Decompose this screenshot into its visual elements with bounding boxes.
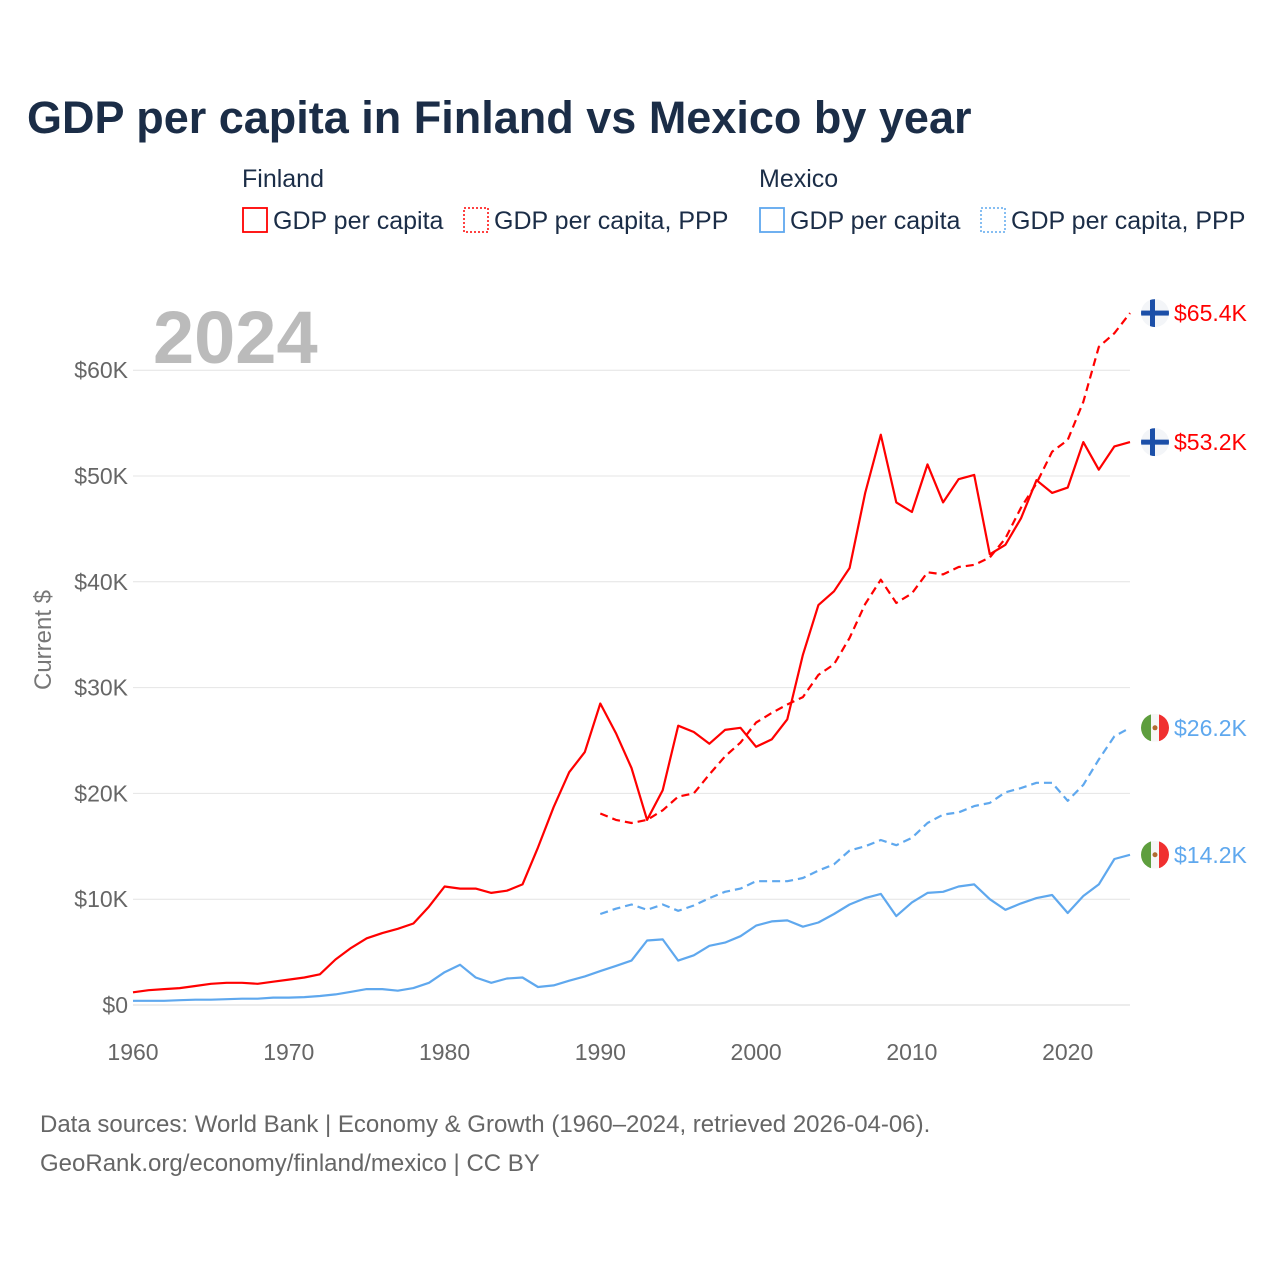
series-line [599,726,1131,916]
x-tick-label: 1970 [263,1039,314,1065]
mexico-flag-icon [1141,840,1169,869]
x-axis: 1960 1970 1980 1990 2000 2010 2020 [107,1039,1093,1065]
x-tick-label: 1960 [107,1039,158,1065]
end-value-label: $26.2K [1174,715,1248,741]
y-axis: $0 $10K $20K $30K $40K $50K $60K [74,357,128,1018]
y-tick-label: $10K [74,886,128,912]
footer-sources: Data sources: World Bank | Economy & Gro… [40,1111,930,1138]
legend-swatch-dashed [980,207,1006,233]
y-tick-label: $60K [74,357,128,383]
legend-group-title: Finland [242,165,324,193]
end-labels: $53.2K $65.4K $14.2K $26.2K [1141,299,1248,869]
flag-cross-v [1150,428,1155,457]
flag-red [1159,713,1169,742]
legend-swatch-solid [242,207,268,233]
x-tick-label: 2010 [886,1039,937,1065]
series-line [132,433,1131,994]
footer-link[interactable]: GeoRank.org/economy/finland/mexico | CC … [40,1150,540,1177]
y-tick-label: $50K [74,463,128,489]
series-lines [132,312,1131,1002]
x-tick-label: 2000 [731,1039,782,1065]
flag-emblem [1152,852,1158,858]
x-tick-label: 1980 [419,1039,470,1065]
legend-entry-label: GDP per capita [790,207,961,235]
series-line [599,312,1131,825]
mexico-flag-icon [1141,713,1169,742]
legend-swatch-dashed [463,207,489,233]
x-tick-label: 1990 [575,1039,626,1065]
legend-entry-label: GDP per capita [273,207,444,235]
end-value-label: $53.2K [1174,429,1248,455]
gridlines [133,369,1130,1006]
flag-emblem [1152,725,1158,731]
y-tick-label: $0 [102,992,128,1018]
y-tick-label: $40K [74,569,128,595]
series-line [133,853,1131,1002]
flag-cross-v [1150,299,1155,328]
legend-entry-label: GDP per capita, PPP [1011,207,1245,235]
end-value-label: $65.4K [1174,300,1248,326]
x-tick-label: 2020 [1042,1039,1093,1065]
legend-group-title: Mexico [759,165,838,193]
end-value-label: $14.2K [1174,842,1248,868]
flag-green [1141,840,1151,869]
year-watermark: 2024 [153,296,318,379]
legend-swatch-solid [759,207,785,233]
finland-flag-icon [1141,428,1169,457]
y-axis-title: Current $ [30,590,57,690]
finland-flag-icon [1141,299,1169,328]
chart-title: GDP per capita in Finland vs Mexico by y… [27,92,972,143]
legend: Finland GDP per capita GDP per capita, PPP… [242,165,1245,235]
y-tick-label: $30K [74,675,128,701]
flag-red [1159,840,1169,869]
legend-entry-label: GDP per capita, PPP [494,207,728,235]
y-tick-label: $20K [74,780,128,806]
flag-green [1141,713,1151,742]
